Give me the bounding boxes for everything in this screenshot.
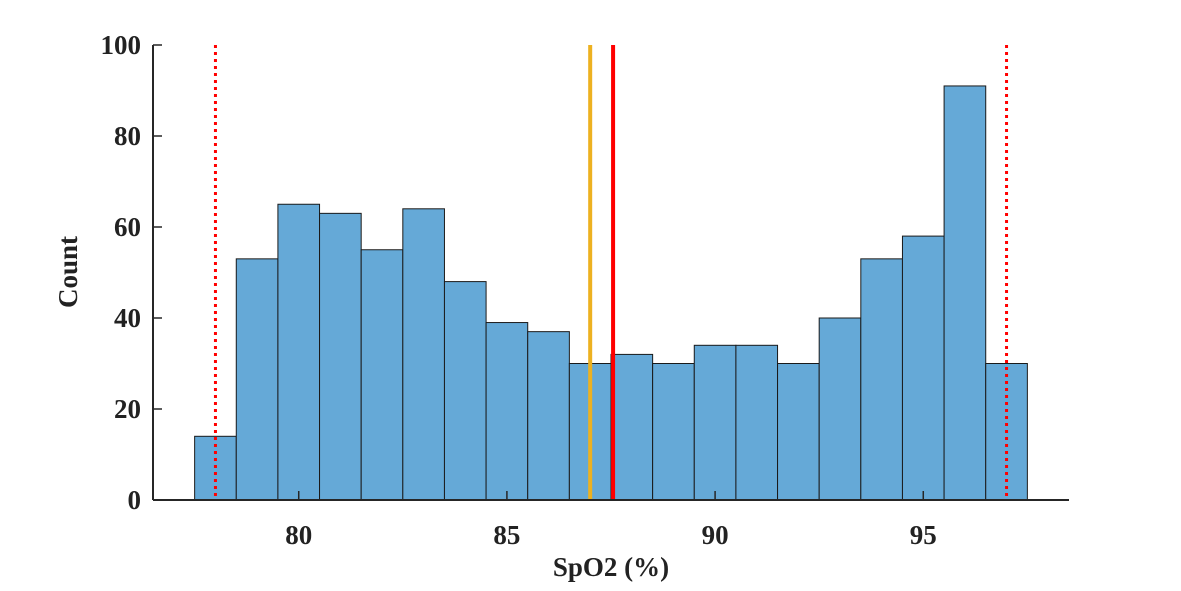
bar — [610, 353, 654, 501]
bar — [735, 344, 779, 501]
bar — [485, 322, 529, 501]
y-tick-label: 60 — [114, 212, 141, 242]
bar — [319, 212, 362, 501]
bar — [443, 281, 487, 501]
bar — [527, 331, 570, 501]
y-axis-label: Count — [53, 236, 83, 308]
bar — [693, 344, 737, 501]
x-tick-label: 95 — [910, 520, 937, 550]
y-tick-label: 40 — [114, 303, 141, 333]
x-axis-label: SpO2 (%) — [553, 552, 669, 582]
bar — [860, 258, 903, 501]
y-tick-label: 100 — [101, 30, 142, 60]
bar — [360, 249, 404, 501]
bar — [402, 208, 445, 501]
x-tick-label: 80 — [285, 520, 312, 550]
y-tick-label: 0 — [128, 485, 142, 515]
bar — [235, 258, 279, 501]
x-tick-label: 85 — [493, 520, 520, 550]
bar — [777, 363, 820, 501]
y-tick-label: 20 — [114, 394, 141, 424]
bar — [277, 203, 321, 501]
x-tick-label: 90 — [702, 520, 729, 550]
bar — [652, 363, 695, 501]
y-tick-label: 80 — [114, 121, 141, 151]
bar — [901, 235, 945, 501]
bar — [943, 85, 987, 501]
bar — [818, 317, 862, 501]
